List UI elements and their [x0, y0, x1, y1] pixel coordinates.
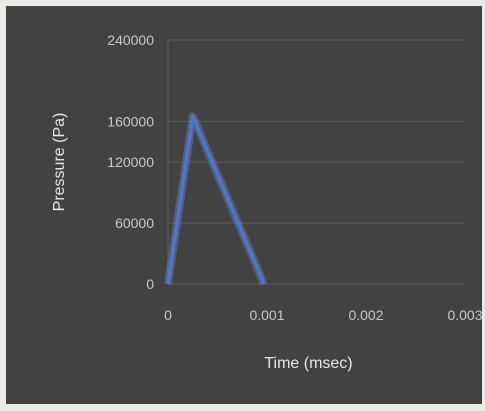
- chart-frame: [6, 6, 482, 404]
- y-tick-label: 120000: [107, 154, 154, 170]
- x-tick-label: 0.002: [348, 307, 383, 323]
- y-tick-label: 60000: [115, 215, 154, 231]
- series-line-glow: [164, 112, 268, 286]
- grid-lines: [167, 39, 465, 285]
- x-axis-title: Time (msec): [264, 355, 352, 372]
- x-tick-label: 0.003: [447, 307, 482, 323]
- data-series: [164, 112, 268, 286]
- y-tick-label: 160000: [107, 113, 154, 129]
- y-axis-title: Pressure (Pa): [51, 113, 68, 212]
- x-tick-label: 0: [164, 307, 172, 323]
- x-tick-labels: 0 0.001 0.002 0.003: [164, 307, 483, 323]
- x-tick-label: 0.001: [249, 307, 284, 323]
- y-tick-label: 240000: [107, 32, 154, 48]
- y-tick-label: 0: [146, 276, 154, 292]
- y-tick-labels: 0 60000 120000 160000 240000: [107, 32, 154, 292]
- series-line: [166, 114, 266, 285]
